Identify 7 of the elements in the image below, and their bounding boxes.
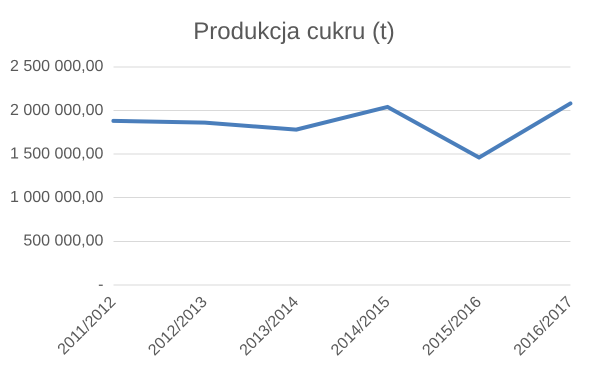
y-tick-label: 1 000 000,00 (10, 189, 104, 206)
y-tick-label: 2 000 000,00 (10, 102, 104, 119)
y-tick-label: 500 000,00 (23, 232, 104, 250)
chart-title: Produkcja cukru (t) (193, 18, 395, 46)
y-tick-label: 2 500 000,00 (10, 58, 104, 76)
y-tick-label: 1 500 000,00 (10, 145, 104, 162)
y-tick-label: - (98, 276, 104, 294)
